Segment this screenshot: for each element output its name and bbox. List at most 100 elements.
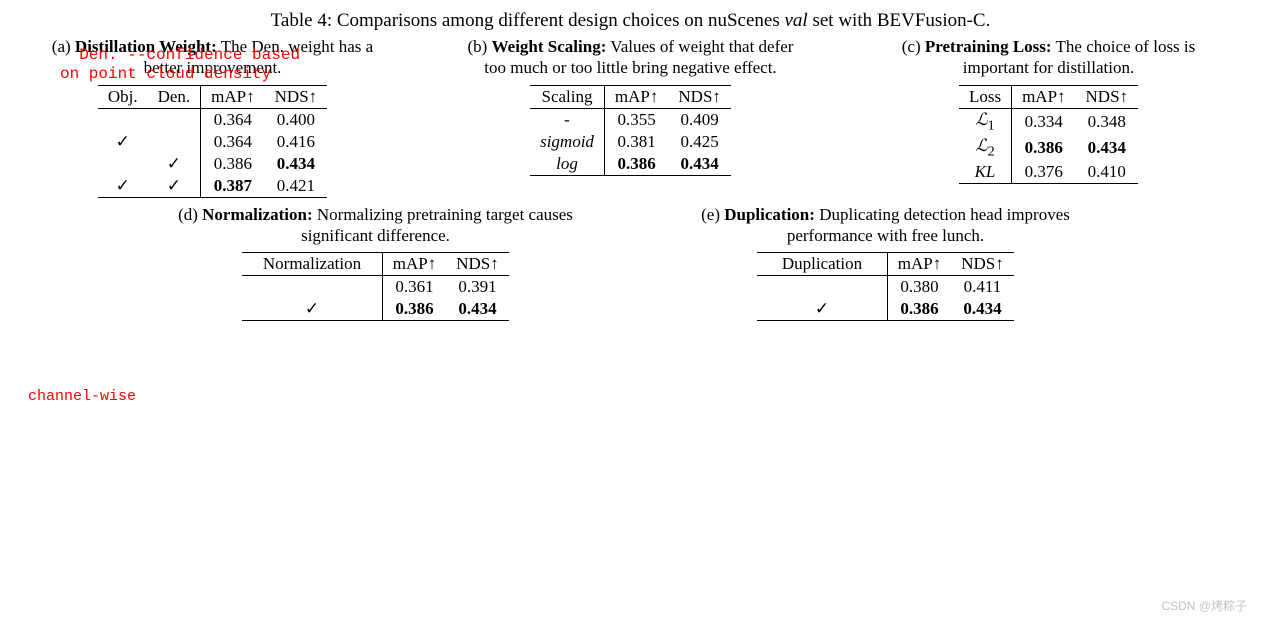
cell-map: 0.364 xyxy=(201,108,265,131)
cell-map: 0.380 xyxy=(887,276,951,299)
annotation-density: Den. --confidence based on point cloud d… xyxy=(60,28,300,83)
annot1-line2: on point cloud density xyxy=(60,65,271,83)
watermark: CSDN @烤粽子 xyxy=(1161,597,1247,614)
panel-b-headbold: Weight Scaling: xyxy=(492,37,607,56)
panel-e: (e) Duplication: Duplicating detection h… xyxy=(671,204,1101,322)
panel-e-headbold: Duplication: xyxy=(724,205,815,224)
cell-map: 0.334 xyxy=(1012,108,1076,135)
cell-map: 0.364 xyxy=(201,131,265,153)
table-row: ✓0.3860.434 xyxy=(98,153,327,175)
table-row: 0.3800.411 xyxy=(757,276,1013,299)
col-scaling: Scaling xyxy=(530,85,604,108)
col-map: mAP↑ xyxy=(201,85,265,108)
table-row: 0.3610.391 xyxy=(242,276,508,299)
cell-nds: 0.434 xyxy=(446,298,509,321)
cell-nds: 0.411 xyxy=(951,276,1014,299)
cell-map: 0.386 xyxy=(382,298,446,321)
cell-map: 0.387 xyxy=(201,175,265,198)
cell-nds: 0.416 xyxy=(265,131,328,153)
cell-scaling: - xyxy=(530,108,604,131)
cell-obj xyxy=(98,153,148,175)
panel-e-caption: (e) Duplication: Duplicating detection h… xyxy=(671,204,1101,247)
col-nds: NDS↑ xyxy=(1076,85,1139,108)
table-header-row: Normalization mAP↑ NDS↑ xyxy=(242,253,508,276)
table-header-row: Duplication mAP↑ NDS↑ xyxy=(757,253,1013,276)
cell-nds: 0.434 xyxy=(951,298,1014,321)
col-den: Den. xyxy=(148,85,201,108)
title-prefix: Table 4: Comparisons among different des… xyxy=(271,10,785,31)
cell-dup xyxy=(757,276,887,299)
panel-b-letter: (b) xyxy=(468,37,492,56)
panel-b-caption: (b) Weight Scaling: Values of weight tha… xyxy=(458,36,803,79)
cell-obj xyxy=(98,108,148,131)
table-row: ✓0.3860.434 xyxy=(242,298,508,321)
cell-map: 0.386 xyxy=(604,153,668,176)
col-map: mAP↑ xyxy=(887,253,951,276)
panel-d-headrest: Normalizing pretraining target causes si… xyxy=(301,205,573,245)
table-row: ℒ20.3860.434 xyxy=(959,135,1138,161)
cell-map: 0.381 xyxy=(604,131,668,153)
cell-loss: ℒ2 xyxy=(959,135,1012,161)
col-nds: NDS↑ xyxy=(446,253,509,276)
cell-scaling: log xyxy=(530,153,604,176)
table-header-row: Obj. Den. mAP↑ NDS↑ xyxy=(98,85,327,108)
panel-c-caption: (c) Pretraining Loss: The choice of loss… xyxy=(876,36,1221,79)
cell-obj: ✓ xyxy=(98,131,148,153)
table-row: -0.3550.409 xyxy=(530,108,731,131)
panel-d-headbold: Normalization: xyxy=(202,205,312,224)
panel-a-table: Obj. Den. mAP↑ NDS↑ 0.3640.400✓0.3640.41… xyxy=(98,85,327,198)
cell-map: 0.386 xyxy=(887,298,951,321)
panel-d-letter: (d) xyxy=(178,205,202,224)
col-map: mAP↑ xyxy=(382,253,446,276)
table-row: 0.3640.400 xyxy=(98,108,327,131)
col-norm: Normalization xyxy=(242,253,382,276)
panel-e-letter: (e) xyxy=(701,205,724,224)
cell-nds: 0.434 xyxy=(265,153,328,175)
cell-map: 0.376 xyxy=(1012,161,1076,184)
col-loss: Loss xyxy=(959,85,1012,108)
table-row: KL0.3760.410 xyxy=(959,161,1138,184)
cell-obj: ✓ xyxy=(98,175,148,198)
panel-e-table: Duplication mAP↑ NDS↑ 0.3800.411✓0.3860.… xyxy=(757,252,1013,321)
panel-b-table: Scaling mAP↑ NDS↑ -0.3550.409sigmoid0.38… xyxy=(530,85,731,176)
cell-loss: KL xyxy=(959,161,1012,184)
col-nds: NDS↑ xyxy=(951,253,1014,276)
annotation-channelwise: channel-wise xyxy=(28,388,136,405)
col-obj: Obj. xyxy=(98,85,148,108)
panel-d-caption: (d) Normalization: Normalizing pretraini… xyxy=(161,204,591,247)
cell-nds: 0.348 xyxy=(1076,108,1139,135)
panel-c-table: Loss mAP↑ NDS↑ ℒ10.3340.348ℒ20.3860.434K… xyxy=(959,85,1138,185)
cell-dup: ✓ xyxy=(757,298,887,321)
table-row: sigmoid0.3810.425 xyxy=(530,131,731,153)
table-row: log0.3860.434 xyxy=(530,153,731,176)
cell-den xyxy=(148,108,201,131)
cell-map: 0.361 xyxy=(382,276,446,299)
cell-norm xyxy=(242,276,382,299)
table-row: ✓✓0.3870.421 xyxy=(98,175,327,198)
panel-c: (c) Pretraining Loss: The choice of loss… xyxy=(876,36,1221,198)
panel-c-headbold: Pretraining Loss: xyxy=(925,37,1052,56)
col-map: mAP↑ xyxy=(1012,85,1076,108)
cell-nds: 0.421 xyxy=(265,175,328,198)
cell-scaling: sigmoid xyxy=(530,131,604,153)
cell-den: ✓ xyxy=(148,153,201,175)
cell-nds: 0.410 xyxy=(1076,161,1139,184)
cell-norm: ✓ xyxy=(242,298,382,321)
col-nds: NDS↑ xyxy=(265,85,328,108)
cell-nds: 0.425 xyxy=(668,131,731,153)
cell-nds: 0.434 xyxy=(668,153,731,176)
cell-nds: 0.400 xyxy=(265,108,328,131)
cell-map: 0.355 xyxy=(604,108,668,131)
panel-d: (d) Normalization: Normalizing pretraini… xyxy=(161,204,591,322)
col-nds: NDS↑ xyxy=(668,85,731,108)
table-row: ✓0.3860.434 xyxy=(757,298,1013,321)
cell-nds: 0.391 xyxy=(446,276,509,299)
table-row: ℒ10.3340.348 xyxy=(959,108,1138,135)
panel-e-headrest: Duplicating detection head improves perf… xyxy=(787,205,1070,245)
annot1-line1: Den. --confidence based xyxy=(79,46,300,64)
table-header-row: Scaling mAP↑ NDS↑ xyxy=(530,85,731,108)
panel-c-letter: (c) xyxy=(902,37,925,56)
panel-b: (b) Weight Scaling: Values of weight tha… xyxy=(458,36,803,198)
table-row: ✓ 0.3640.416 xyxy=(98,131,327,153)
cell-nds: 0.434 xyxy=(1076,135,1139,161)
